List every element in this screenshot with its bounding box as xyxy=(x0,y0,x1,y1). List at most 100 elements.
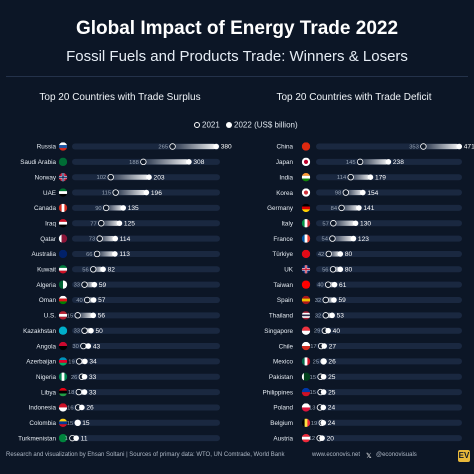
bar-track xyxy=(72,343,220,350)
marker-2022 xyxy=(91,281,98,288)
marker-2021 xyxy=(322,296,329,304)
australia-flag-icon xyxy=(58,249,68,259)
legend-2021-label: 2021 xyxy=(202,120,220,130)
marker-2022 xyxy=(320,404,327,411)
legend-unit: (US$ billion) xyxy=(254,120,298,130)
bar-track xyxy=(72,281,220,288)
bar-track xyxy=(316,358,462,365)
bar-track xyxy=(316,281,462,288)
poland-flag-icon xyxy=(301,403,311,412)
marker-2021 xyxy=(338,204,345,212)
value-label-2021: 30 xyxy=(72,344,78,350)
change-bar xyxy=(143,159,189,165)
bar-track xyxy=(72,419,220,426)
italy-flag-icon xyxy=(301,219,311,228)
country-label: Libya xyxy=(41,389,57,396)
marker-2021 xyxy=(347,173,354,181)
kazakhstan-flag-icon xyxy=(58,326,68,335)
marker-2022 xyxy=(85,343,92,349)
marker-2021 xyxy=(74,312,81,319)
marker-2022 xyxy=(456,143,463,150)
marker-2022 xyxy=(321,358,327,365)
value-label-2021: 26 xyxy=(71,375,77,381)
marker-2021 xyxy=(75,388,83,396)
iraq-flag-icon xyxy=(58,219,68,228)
change-bar xyxy=(423,143,460,150)
country-label: Türkiye xyxy=(272,251,293,258)
marker-2022 xyxy=(120,205,127,211)
canada-flag-icon xyxy=(58,203,68,213)
footer-website[interactable]: www.econovis.net xyxy=(312,452,361,458)
marker-2022 xyxy=(360,189,366,196)
belgium-flag-icon xyxy=(301,418,311,427)
value-label-2022: 308 xyxy=(193,159,204,166)
value-label-2022: 380 xyxy=(221,144,232,151)
bar-track xyxy=(316,435,462,442)
angola-flag-icon xyxy=(58,341,68,351)
value-label-2021: 98 xyxy=(335,191,341,197)
marker-2022 xyxy=(90,297,97,303)
marker-2022 xyxy=(82,358,88,365)
marker-2021 xyxy=(329,235,336,242)
value-label-2021: 33 xyxy=(74,329,80,335)
legend: 2021 2022 (US$ billion) xyxy=(190,120,298,129)
value-label-2021: 102 xyxy=(97,175,107,181)
turkmenistan-flag-icon xyxy=(58,433,68,443)
country-label: Korea xyxy=(276,190,293,197)
chile-flag-icon xyxy=(301,341,311,351)
bar-track xyxy=(316,312,462,319)
value-label-2022: 114 xyxy=(120,236,131,243)
value-label-2022: 25 xyxy=(328,374,336,381)
marker-2021 xyxy=(93,250,101,258)
value-label-2021: 25 xyxy=(313,359,319,365)
legend-2022-label: 2022 xyxy=(234,120,252,130)
value-label-2021: 54 xyxy=(321,237,328,243)
value-label-2021: 57 xyxy=(322,221,328,227)
country-label: Qatar xyxy=(40,236,56,243)
value-label-2021: 56 xyxy=(82,267,88,273)
value-label-2022: 20 xyxy=(327,435,335,442)
japan-flag-icon xyxy=(301,157,311,167)
marker-2021 xyxy=(102,204,110,212)
taiwan-flag-icon xyxy=(301,280,311,289)
marker-2022 xyxy=(352,220,359,227)
marker-2022 xyxy=(81,373,88,380)
bar-track xyxy=(72,389,220,396)
philippines-flag-icon xyxy=(301,387,311,397)
value-label-2022: 471 xyxy=(464,144,474,151)
marker-2021 xyxy=(140,158,147,166)
country-label: Norway xyxy=(35,174,57,181)
value-label-2021: 90 xyxy=(95,206,101,212)
country-label: France xyxy=(273,236,293,243)
value-label-2021: 265 xyxy=(158,145,168,151)
footer-handle[interactable]: @econovisuals xyxy=(376,452,417,458)
country-label: Spain xyxy=(277,297,294,304)
value-label-2021: 19 xyxy=(311,421,317,427)
country-label: Canada xyxy=(34,205,57,212)
country-label: Mexico xyxy=(273,359,293,366)
oman-flag-icon xyxy=(58,295,68,305)
value-label-2021: 40 xyxy=(317,283,323,289)
value-label-2022: 59 xyxy=(99,282,107,289)
marker-2022 xyxy=(321,343,328,349)
country-label: Philippines xyxy=(263,389,293,396)
country-label: Nigeria xyxy=(36,374,56,381)
value-label-2021: 17 xyxy=(310,344,316,350)
country-label: Kuwait xyxy=(37,267,56,274)
change-bar xyxy=(350,174,371,180)
change-bar xyxy=(332,236,354,242)
bar-track xyxy=(72,312,220,319)
change-bar xyxy=(77,312,94,318)
azerbaijan-flag-icon xyxy=(58,357,68,366)
chart-title: Global Impact of Energy Trade 2022 xyxy=(75,18,399,39)
value-label-2021: 353 xyxy=(409,145,419,151)
value-label-2022: 53 xyxy=(337,313,345,320)
change-bar xyxy=(115,189,147,196)
marker-2022 xyxy=(320,420,327,426)
bar-track xyxy=(316,297,462,303)
marker-2021 xyxy=(356,158,364,166)
value-label-2022: 50 xyxy=(95,328,103,335)
marker-2022 xyxy=(73,435,79,441)
germany-flag-icon xyxy=(301,203,311,213)
